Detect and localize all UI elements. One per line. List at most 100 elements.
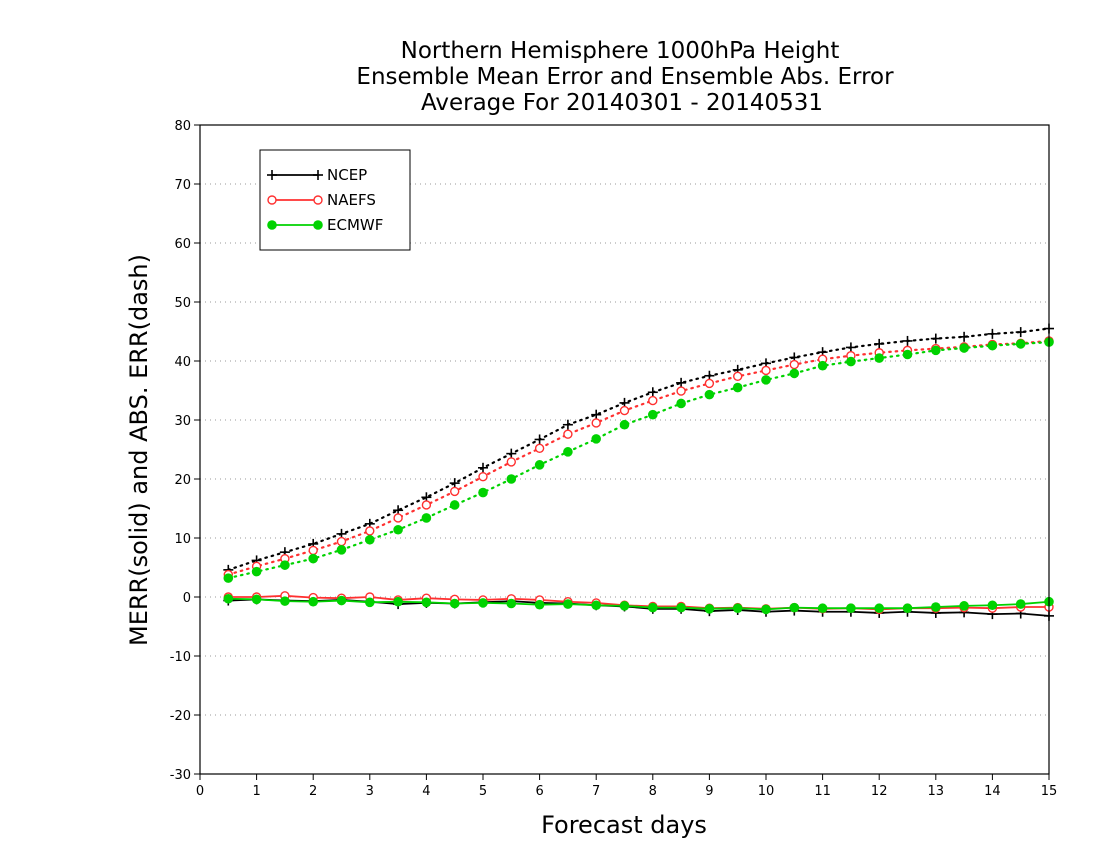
chart-title: Northern Hemisphere 1000hPa Height Ensem… (356, 38, 894, 116)
data-point (280, 560, 290, 570)
data-point (421, 500, 432, 510)
data-point (506, 448, 517, 459)
chart-title-line-2: Ensemble Mean Error and Ensemble Abs. Er… (356, 64, 894, 90)
x-tick-label: 4 (422, 784, 430, 799)
data-point (421, 513, 432, 523)
data-point (959, 331, 970, 342)
data-point (648, 409, 658, 420)
x-tick-label: 2 (309, 784, 317, 799)
data-point (534, 599, 545, 610)
data-point (478, 487, 488, 498)
data-point (789, 359, 799, 370)
data-point (449, 598, 460, 609)
data-point (280, 596, 290, 606)
plot-frame (199, 124, 1050, 775)
y-tick-label: -20 (170, 709, 191, 724)
data-point (732, 603, 743, 614)
data-point (874, 338, 885, 349)
data-point (313, 195, 323, 205)
gridlines (200, 183, 1049, 716)
abs-error-line (227, 341, 1051, 580)
x-tick-label: 9 (705, 784, 713, 799)
data-point (619, 405, 630, 416)
data-point (732, 382, 743, 393)
data-point (308, 553, 319, 564)
legend-item-ecmwf: ECMWF (267, 216, 383, 234)
data-point (506, 474, 517, 484)
data-point (987, 340, 998, 351)
data-point (676, 398, 686, 409)
data-point (393, 513, 403, 523)
data-point (308, 596, 319, 607)
data-point (365, 526, 375, 536)
data-point (733, 371, 743, 382)
y-tick-label: 80 (174, 119, 191, 134)
data-point (1015, 327, 1026, 338)
data-point (874, 353, 884, 363)
data-point (267, 170, 277, 180)
data-point (902, 335, 913, 346)
data-point (987, 328, 998, 339)
x-tick-label: 15 (1041, 784, 1058, 799)
data-point (619, 419, 630, 430)
data-point (591, 418, 601, 428)
y-tick-label: 50 (174, 296, 191, 311)
y-tick-label: 20 (174, 473, 191, 488)
x-axis-title: Forecast days (541, 811, 707, 839)
data-point (478, 471, 488, 482)
x-tick-label: 13 (928, 784, 945, 799)
y-axis-title: MERR(solid) and ABS. ERR(dash) (125, 254, 153, 646)
data-point (591, 434, 601, 444)
data-point (676, 377, 687, 388)
data-point (619, 601, 630, 611)
y-tick-label: -30 (170, 768, 191, 783)
data-point (251, 566, 262, 577)
data-point (478, 598, 488, 608)
data-point (874, 603, 884, 614)
data-point (959, 343, 969, 353)
data-point (959, 601, 969, 611)
y-tick-label: 10 (174, 532, 191, 547)
data-point (676, 602, 686, 613)
data-point (223, 593, 234, 604)
data-point (267, 220, 277, 230)
data-point (506, 598, 517, 609)
data-point (704, 389, 715, 400)
data-point (704, 378, 715, 389)
x-tick-label: 10 (758, 784, 775, 799)
y-tick-label: 60 (174, 237, 191, 252)
data-point (365, 597, 375, 608)
chart-title-line-1: Northern Hemisphere 1000hPa Height (401, 38, 840, 64)
data-point (563, 599, 573, 609)
series-ncep (223, 323, 1054, 621)
data-point (761, 604, 771, 615)
y-tick-label: 70 (174, 178, 191, 193)
data-point (648, 602, 658, 613)
legend-label: ECMWF (327, 216, 383, 234)
data-point (930, 333, 941, 344)
data-point (534, 443, 545, 454)
data-point (931, 602, 941, 612)
data-point (449, 500, 460, 510)
data-point (789, 602, 800, 613)
data-point (478, 462, 488, 473)
data-point (506, 457, 516, 467)
y-tick-label: -10 (170, 650, 191, 665)
data-point (450, 486, 460, 497)
abs-error-line (227, 327, 1051, 571)
data-point (563, 429, 573, 439)
data-point (421, 597, 432, 608)
y-tick-label: 30 (174, 414, 191, 429)
data-point (591, 600, 601, 611)
x-tick-label: 12 (871, 784, 888, 799)
legend-item-naefs: NAEFS (267, 191, 376, 209)
data-point (365, 534, 375, 545)
legend-item-ncep: NCEP (267, 166, 367, 184)
data-point (647, 387, 658, 398)
data-point (761, 365, 771, 376)
series-naefs (223, 336, 1054, 615)
data-point (562, 419, 573, 430)
data-point (534, 434, 545, 445)
data-point (761, 375, 771, 385)
